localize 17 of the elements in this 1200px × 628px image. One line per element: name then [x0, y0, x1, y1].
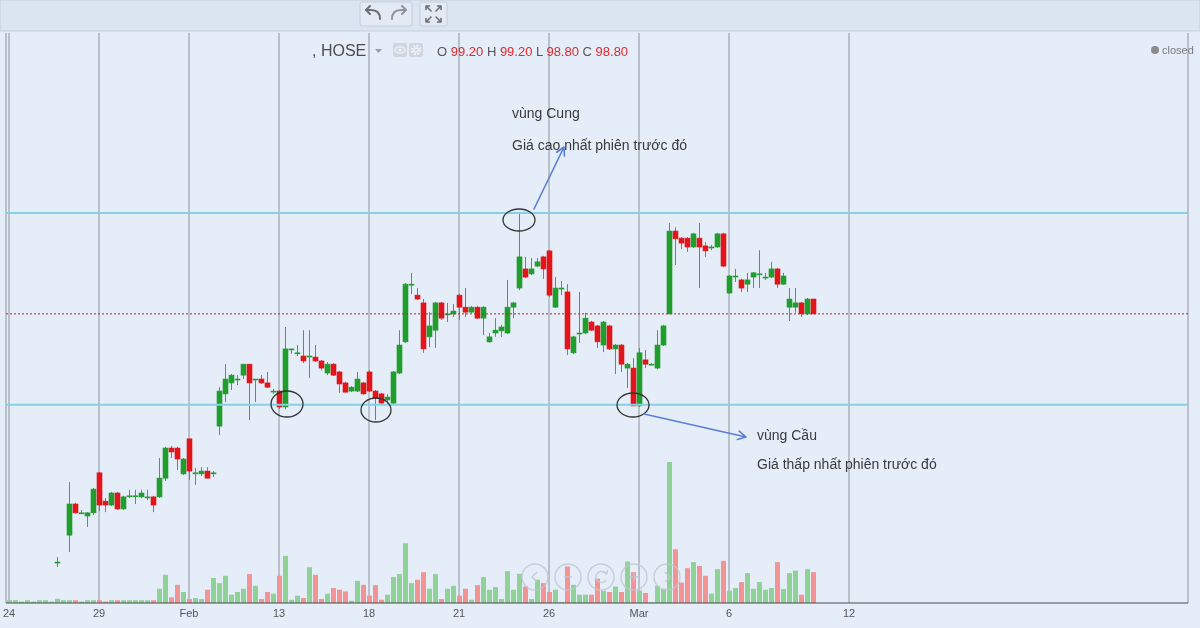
text: vùng Cung: [512, 105, 580, 121]
x-tick-label: 29: [92, 606, 106, 619]
x-tick-label: Feb: [179, 606, 199, 619]
annotation: vùng Cầu: [757, 427, 817, 443]
text: closed: [1162, 44, 1194, 56]
x-tick-label: 18: [362, 606, 376, 619]
x-tick-label: 26: [542, 606, 556, 619]
x-tick-label: 12: [842, 606, 856, 619]
x-tick-label: 24: [2, 606, 16, 619]
x-tick-label: 13: [272, 606, 286, 619]
text: O 99.20 H 99.20 L 98.80 C 98.80: [437, 44, 629, 59]
chart-title: , HOSE: [312, 42, 367, 59]
text: Giá cao nhất phiên trước đó: [512, 137, 688, 153]
x-tick-label: 6: [725, 606, 733, 619]
annotation: Giá thấp nhất phiên trước đó: [757, 456, 937, 472]
x-tick-label: 21: [452, 606, 466, 619]
x-tick-label: Mar: [629, 606, 649, 619]
